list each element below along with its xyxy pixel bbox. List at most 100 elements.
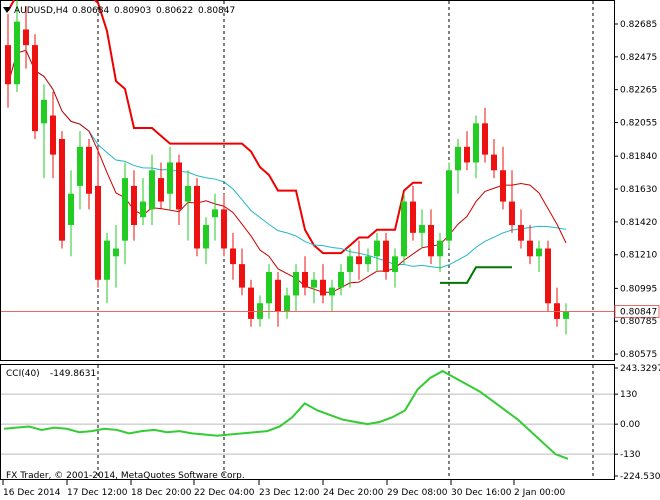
candle-body [338,271,344,288]
stop-line-red [7,0,422,255]
time-tick-label: 17 Dec 12:00 [67,488,128,498]
candle-body [230,248,236,265]
price-tick-label: 0.82265 [620,86,657,96]
price-tick-label: 0.81210 [620,251,657,261]
candle-body [275,279,281,312]
price-tick-label: 0.82685 [620,20,657,30]
cci-tick-label: 243.3297 [620,364,660,374]
candle-body [5,45,11,85]
candle-body [527,240,533,257]
candle-body [194,185,200,249]
time-tick-label: 2 Jan 00:00 [514,488,566,498]
candle-body [41,99,47,124]
candle-body [23,29,29,46]
candle-body [365,256,371,265]
low-value: 0.80622 [156,6,193,16]
candle-body [401,201,407,257]
candle-body [419,225,425,233]
candle-body [464,146,470,163]
candle-body [284,295,290,312]
candle-body [50,115,56,155]
candle-body [563,311,569,319]
candle-body [185,185,191,202]
copyright-text: FX Trader, © 2001-2014, MetaQuotes Softw… [6,471,245,481]
price-tick-label: 0.81630 [620,185,657,195]
cci-series-line [3,369,569,460]
candle-body [203,225,209,249]
time-axis: 16 Dec 2014 17 Dec 12:00 18 Dec 20:00 22 De… [2,480,566,498]
candle-body [248,287,254,319]
candle-body [77,146,83,186]
time-tick-label: 16 Dec 2014 [3,488,61,498]
candle-body [482,123,488,155]
candle-body [320,279,326,296]
candle-body [293,271,299,296]
high-value: 0.80903 [114,6,151,16]
candle-body [176,162,182,210]
candle-body [104,240,110,280]
cci-tick-label: 130 [620,390,637,400]
cci-tick-label: -130 [620,450,641,460]
ma-fast-line [7,49,567,293]
close-value: 0.80847 [198,6,235,16]
candle-body [545,248,551,304]
time-tick-label: 29 Dec 08:00 [387,488,448,498]
cci-levels [1,393,614,455]
open-value: 0.80684 [72,6,109,16]
candle-body [392,256,398,272]
candle-body [518,225,524,241]
candle-body [446,170,452,241]
candle-body [212,209,218,218]
cci-pane [0,364,615,480]
candle-body [122,178,128,241]
candle-body [329,287,335,296]
candle-body [149,170,155,210]
candle-body [32,45,38,132]
stop-lines [7,0,512,284]
candle-body [221,209,227,249]
candle-body [410,201,416,233]
candle-body [14,21,20,85]
candles [5,0,569,335]
candle-body [383,240,389,272]
main-pane [0,0,615,361]
candle-body [437,240,443,257]
candle-body [302,271,308,288]
candle-body [59,138,65,241]
time-tick-label: 18 Dec 20:00 [131,488,192,498]
candle-body [167,162,173,194]
candle-body [266,271,272,304]
price-tick-label: 0.80785 [620,317,657,327]
candle-body [509,201,515,226]
candle-body [113,248,119,257]
stop-line-green [440,266,512,284]
candle-body [356,256,362,265]
price-tick-label: 0.81840 [620,152,657,162]
candle-body [473,123,479,163]
cci-line [3,369,569,460]
vertical-markers [97,1,594,479]
time-tick-label: 24 Dec 20:00 [323,488,384,498]
candle-body [347,256,353,272]
candle-body [239,264,245,288]
symbol-label: AUDUSD,H4 [14,6,69,16]
price-tick-label: 0.82475 [620,53,657,63]
current-price-label: 0.80847 [620,308,657,318]
current-price-tag [614,305,660,319]
candle-body [500,170,506,202]
time-tick-label: 23 Dec 12:00 [259,488,320,498]
candle-body [455,146,461,171]
moving-averages [7,49,567,293]
ma-slow-line [7,49,567,269]
candle-body [536,248,542,257]
price-tick-label: 0.80575 [620,350,657,360]
time-tick-label: 22 Dec 04:00 [194,488,255,498]
candle-body [311,279,317,288]
candle-body [428,225,434,257]
cci-label: CCI(40) [6,369,40,379]
candle-body [86,146,92,194]
cci-value: -149.8631 [50,369,96,379]
